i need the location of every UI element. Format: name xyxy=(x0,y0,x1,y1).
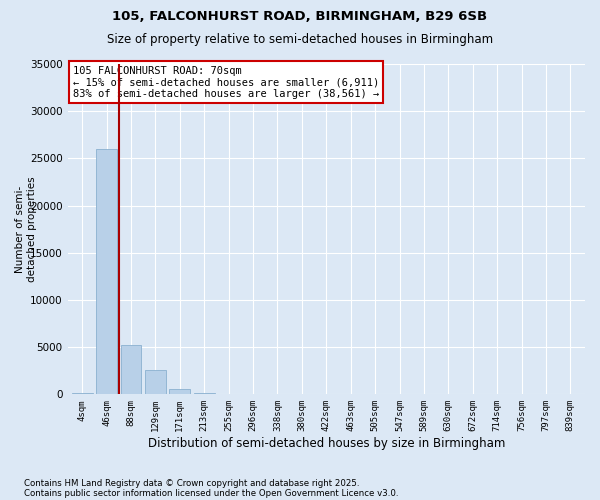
Text: Contains HM Land Registry data © Crown copyright and database right 2025.: Contains HM Land Registry data © Crown c… xyxy=(24,478,359,488)
X-axis label: Distribution of semi-detached houses by size in Birmingham: Distribution of semi-detached houses by … xyxy=(148,437,505,450)
Bar xyxy=(145,370,166,394)
Bar xyxy=(121,346,142,395)
Text: 105 FALCONHURST ROAD: 70sqm
← 15% of semi-detached houses are smaller (6,911)
83: 105 FALCONHURST ROAD: 70sqm ← 15% of sem… xyxy=(73,66,379,99)
Text: Contains public sector information licensed under the Open Government Licence v3: Contains public sector information licen… xyxy=(24,488,398,498)
Text: 105, FALCONHURST ROAD, BIRMINGHAM, B29 6SB: 105, FALCONHURST ROAD, BIRMINGHAM, B29 6… xyxy=(112,10,488,23)
Bar xyxy=(169,388,190,394)
Bar xyxy=(96,149,117,394)
Y-axis label: Number of semi-
detached properties: Number of semi- detached properties xyxy=(15,176,37,282)
Text: Size of property relative to semi-detached houses in Birmingham: Size of property relative to semi-detach… xyxy=(107,32,493,46)
